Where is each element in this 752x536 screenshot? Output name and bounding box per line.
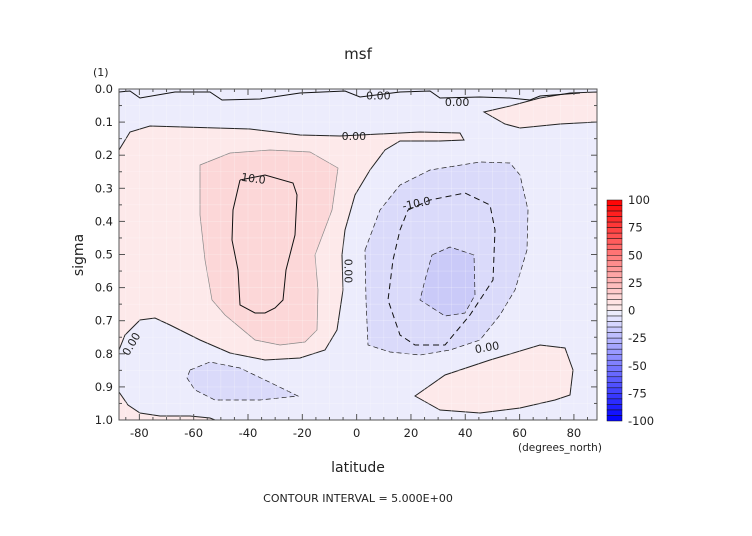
colorbar-band [606,326,623,333]
region-pos-0-5-bottom-left [119,391,216,420]
colorbar-band [606,371,623,378]
x-tick-label: 40 [458,426,473,440]
colorbar-band [606,288,623,295]
x-axis-units: (degrees_north) [518,442,602,454]
colorbar-band [606,415,623,422]
colorbar-band [606,310,623,317]
y-tick-label: 0.9 [95,380,113,394]
colorbar: 100 75 50 25 0 -25 -50 -75 -100 [606,193,654,428]
grid [119,89,597,420]
colorbar-band [606,398,623,405]
colorbar-band [606,293,623,300]
y-tick-label: 1.0 [95,413,113,427]
x-tick-label: -60 [184,426,203,440]
colorbar-label: 0 [628,304,635,318]
colorbar-band [606,282,623,289]
y-tick-label: 0.6 [95,281,113,295]
contour-label: -10.0 [401,194,432,213]
chart-title: msf [344,45,372,63]
axes: -80 -60 -40 -20 0 20 40 60 80 0.0 0.1 0.2 0.3 0.4 0.5 0… [95,82,597,440]
contour-zero-top [119,90,581,101]
colorbar-band [606,221,623,228]
contour-label: 0.00 [366,90,391,103]
y-tick-label: 0.2 [95,148,113,162]
colorbar-label: 25 [628,276,643,290]
colorbar-label: 50 [628,248,643,262]
colorbar-band [606,277,623,284]
colorbar-band [606,249,623,256]
y-tick-label: 0.7 [95,314,113,328]
colorbar-band [606,332,623,339]
contour-interval-footer: CONTOUR INTERVAL = 5.000E+00 [263,492,453,505]
x-tick-label: -40 [239,426,258,440]
colorbar-band [606,227,623,234]
colorbar-band [606,266,623,273]
colorbar-label: -25 [628,331,647,345]
colorbar-band [606,304,623,311]
contour-label: 0.00 [445,96,470,109]
colorbar-band [606,382,623,389]
colorbar-band [606,376,623,383]
x-tick-label: 0 [353,426,360,440]
colorbar-band [606,205,623,212]
region-pos-0-5-bottom-right [414,344,574,414]
y-tick-label: 0.3 [95,181,113,195]
contour-label: 0.00 [342,130,367,143]
colorbar-band [606,299,623,306]
x-axis-label: latitude [331,460,385,476]
colorbar-band [606,243,623,250]
y-tick-label: 0.0 [95,82,113,96]
colorbar-label: -75 [628,386,647,400]
colorbar-band [606,315,623,322]
colorbar-band [606,359,623,367]
x-tick-label: 20 [404,426,419,440]
y-tick-label: 0.4 [95,214,113,228]
x-tick-label: -20 [293,426,312,440]
units-label: (1) [93,66,109,79]
colorbar-label: -100 [628,414,654,428]
colorbar-band [606,232,623,239]
colorbar-label: 75 [628,221,643,235]
colorbar-band [606,337,623,344]
y-tick-label: 0.5 [95,248,113,262]
region-neg-15 [419,246,476,317]
colorbar-band [606,348,623,355]
colorbar-band [606,354,623,361]
colorbar-band [606,199,623,206]
colorbar-label: 100 [628,193,650,207]
x-tick-label: 80 [567,426,582,440]
x-tick-label: 60 [512,426,527,440]
colorbar-band [606,393,623,400]
contour-label: 0.00 [341,259,354,284]
colorbar-band [606,255,623,262]
colorbar-label: -50 [628,359,647,373]
colorbar-band [606,365,623,372]
region-pos-5-10 [199,149,339,346]
x-tick-label: -80 [130,426,149,440]
colorbar-band [606,271,623,278]
contour-pos-10 [231,174,298,314]
colorbar-band [606,404,623,411]
colorbar-band [606,321,623,328]
region-neg-5-10-lower [186,361,300,401]
contour-label: 0.00 [474,339,500,356]
colorbar-band [606,387,623,394]
y-axis-label: sigma [71,234,87,276]
y-tick-label: 0.8 [95,347,113,361]
colorbar-band [606,238,623,245]
y-tick-label: 0.1 [95,115,113,129]
colorbar-band [606,210,623,217]
colorbar-band [606,343,623,350]
region-pos-0-5-top-right [482,91,597,129]
contour-fills [119,91,597,420]
contour-label: 10.0 [240,171,266,187]
colorbar-band [606,260,623,267]
contour-neg-10 [387,192,496,346]
colorbar-band [606,216,623,223]
colorbar-band [606,409,623,416]
contour-lines [119,90,581,346]
